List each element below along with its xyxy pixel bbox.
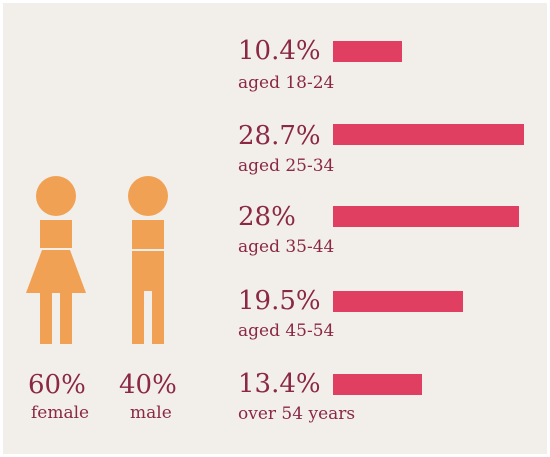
age-bar [333,291,463,312]
age-category-label: aged 25-34 [238,156,335,176]
age-category-label: over 54 years [238,404,356,424]
male-figure-icon [128,176,168,344]
infographic-panel [3,3,547,454]
male-percent: 40% [119,370,177,400]
age-value-label: 28.7% [238,121,321,151]
age-bar [333,41,402,62]
age-category-label: aged 45-54 [238,321,335,341]
age-bar [333,374,422,395]
female-label: female [31,403,90,423]
age-value-label: 10.4% [238,36,321,66]
age-bar [333,124,524,145]
age-category-label: aged 35-44 [238,237,335,257]
age-category-label: aged 18-24 [238,73,335,93]
age-value-label: 13.4% [238,369,321,399]
male-label: male [130,403,172,423]
female-percent: 60% [28,370,86,400]
female-figure-icon [26,176,86,344]
age-value-label: 28% [238,202,296,232]
age-value-label: 19.5% [238,286,321,316]
age-bar [333,206,519,227]
